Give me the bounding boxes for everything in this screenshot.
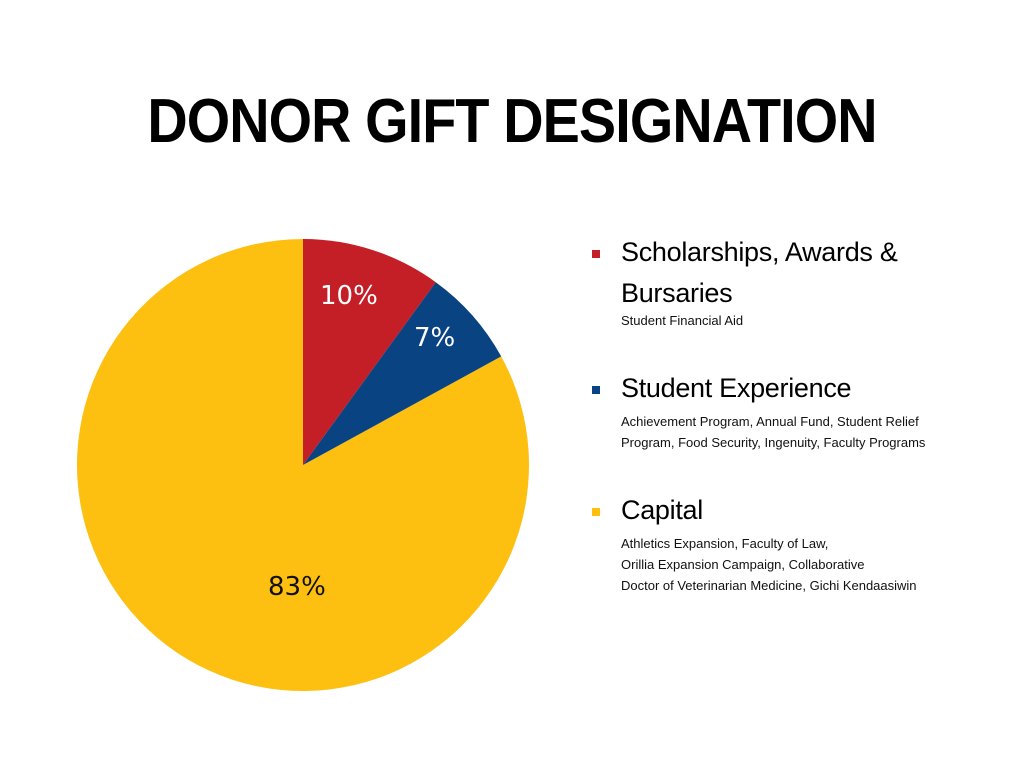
legend-item-student-experience: Student Experience Achievement Program, …	[592, 368, 1012, 490]
legend-title-line: Bursaries	[621, 278, 733, 308]
legend-subtitle: Student Financial Aid	[621, 313, 744, 328]
bullet-square-icon	[592, 508, 600, 516]
legend-item-scholarships: Scholarships, Awards & Bursaries Student…	[592, 232, 1012, 368]
legend-title: Capital	[621, 495, 703, 525]
pie-slice-capital	[77, 239, 530, 691]
bullet-square-icon	[592, 250, 600, 258]
pie-slice-scholarships	[303, 239, 436, 465]
legend-item-capital: Capital Athletics Expansion, Faculty of …	[592, 490, 1012, 596]
legend-subtitle-line: Orillia Expansion Campaign, Collaborativ…	[621, 557, 865, 572]
bullet-square-icon	[592, 386, 600, 394]
legend-title-line: Scholarships, Awards &	[621, 237, 898, 267]
pie-label-capital: 83%	[268, 572, 326, 602]
legend-subtitle-line: Achievement Program, Annual Fund, Studen…	[621, 414, 919, 429]
pie-label-scholarships: 10%	[320, 281, 378, 311]
legend-title: Scholarships, Awards & Bursaries	[621, 232, 1012, 314]
page-title: DONOR GIFT DESIGNATION	[147, 87, 877, 156]
legend-subtitle-line: Doctor of Veterinarian Medicine, Gichi K…	[621, 578, 917, 593]
legend-subtitle: Achievement Program, Annual Fund, Studen…	[621, 411, 1012, 453]
legend-subtitle-line: Program, Food Security, Ingenuity, Facul…	[621, 435, 926, 450]
legend-title: Student Experience	[621, 373, 852, 403]
legend-subtitle: Athletics Expansion, Faculty of Law, Ori…	[621, 533, 1012, 596]
pie-slice-student-experience	[303, 282, 502, 465]
legend: Scholarships, Awards & Bursaries Student…	[592, 232, 1012, 596]
pie-label-student-experience: 7%	[414, 323, 456, 353]
legend-subtitle-line: Athletics Expansion, Faculty of Law,	[621, 536, 829, 551]
